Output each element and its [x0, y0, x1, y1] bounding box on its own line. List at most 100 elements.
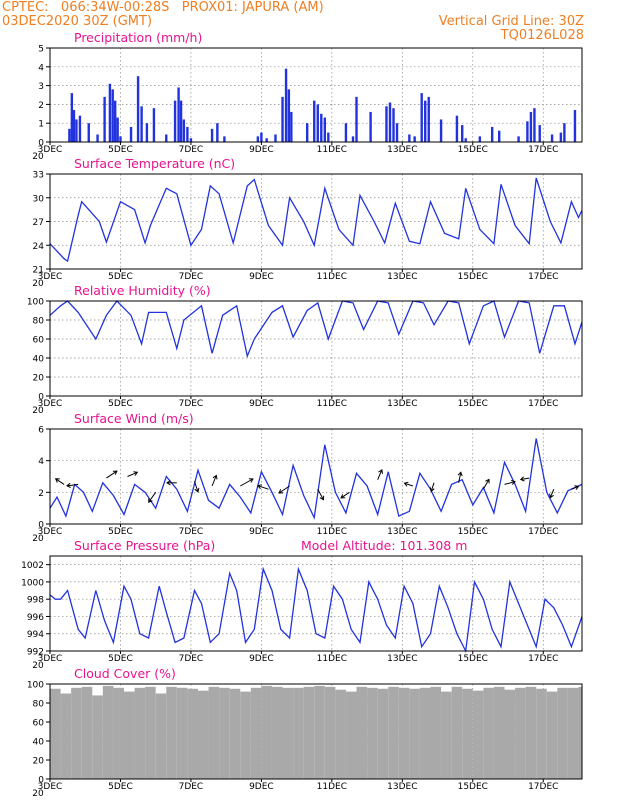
- wind-arrow: [404, 482, 414, 487]
- y-tick-label: 992: [27, 648, 44, 658]
- cloud-bar: [145, 686, 156, 779]
- precip-bar: [96, 134, 99, 142]
- x-tick-label: 11DEC: [317, 527, 347, 537]
- precip-bar: [113, 100, 117, 142]
- wind-arrow-head: [574, 485, 580, 490]
- x-tick-label: 7DEC: [179, 145, 204, 155]
- y-tick-label: 40: [33, 738, 45, 748]
- y-tick-label: 3: [38, 82, 44, 92]
- cloud-bar: [430, 686, 442, 779]
- wind-arrow-head: [54, 478, 60, 483]
- y-tick-label: 994: [27, 630, 44, 640]
- cloud-bar: [472, 690, 484, 779]
- cloud-bar: [388, 686, 399, 779]
- precip-bar: [550, 134, 554, 142]
- plot-frame: [49, 173, 583, 270]
- wind-arrow-head: [166, 480, 171, 486]
- precip-bar: [177, 87, 180, 142]
- y-tick-label: 80: [33, 700, 45, 710]
- precip-bar: [517, 136, 520, 142]
- precip-bar: [281, 96, 284, 142]
- x-tick-label: 15DEC: [458, 272, 488, 282]
- y-tick-label: 80: [33, 317, 45, 327]
- precip-bar: [265, 138, 268, 142]
- precip-bar: [420, 93, 423, 142]
- x-tick-label: 13DEC: [387, 782, 417, 792]
- year-fragment: 20: [32, 279, 44, 289]
- plot-frame: [49, 683, 583, 780]
- precip-bar: [87, 123, 90, 142]
- y-tick-label: 21: [33, 266, 44, 276]
- x-tick-label: 15DEC: [458, 527, 488, 537]
- wind-arrow: [317, 488, 324, 500]
- plot-frame: [49, 428, 583, 525]
- precip-bar: [439, 119, 443, 142]
- precip-bar: [490, 126, 494, 142]
- precip-bar: [72, 110, 76, 142]
- precip-bar: [68, 128, 71, 142]
- cloud-bar: [525, 686, 537, 779]
- x-tick-label: 11DEC: [317, 654, 347, 664]
- plot-area: [50, 556, 582, 651]
- precip-bar: [78, 115, 82, 142]
- panel-title: Precipitation (mm/h): [74, 30, 202, 45]
- cloud-bar: [102, 685, 114, 779]
- cloud-bar: [282, 687, 294, 779]
- header-grid-line: Vertical Grid Line: 30Z: [438, 14, 584, 29]
- y-tick-label: 20: [33, 374, 45, 384]
- precip-bar: [256, 136, 260, 142]
- cloud-bar: [92, 695, 103, 779]
- wind-arrow-head: [194, 487, 200, 493]
- y-tick-label: 60: [33, 719, 45, 729]
- cloud-bar: [50, 688, 61, 779]
- cloud-bar: [261, 685, 272, 779]
- x-tick-label: 15DEC: [458, 145, 488, 155]
- y-tick-label: 30: [33, 194, 45, 204]
- x-tick-label: 7DEC: [179, 399, 204, 409]
- y-tick-label: 4: [38, 457, 44, 467]
- precip-bar: [395, 123, 399, 142]
- panel-2: 21 24 27 30 33 3DEC 5DEC 7DEC 9DEC 11DEC 13DEC 15DE…: [32, 156, 583, 289]
- precip-bar: [129, 126, 133, 142]
- precip-bar: [573, 110, 577, 142]
- y-tick-label: 100: [27, 681, 44, 691]
- cloud-bar: [113, 687, 124, 779]
- x-tick-label: 9DEC: [249, 654, 274, 664]
- x-tick-label: 3DEC: [38, 272, 63, 282]
- cloud-bar: [81, 686, 93, 779]
- wind-arrow-head: [133, 471, 139, 476]
- precip-bar: [186, 126, 189, 142]
- cloud-bar: [367, 687, 378, 779]
- precip-bar: [313, 100, 316, 142]
- y-tick-label: 33: [33, 171, 44, 181]
- wind-arrow: [66, 483, 79, 487]
- precip-bar: [287, 89, 291, 142]
- x-tick-label: 15DEC: [458, 399, 488, 409]
- year-fragment: 20: [32, 534, 44, 544]
- x-tick-label: 15DEC: [458, 654, 488, 664]
- cloud-bar: [483, 687, 494, 779]
- panel-title: Surface Pressure (hPa): [74, 538, 215, 553]
- wind-arrow-head: [485, 478, 490, 484]
- wind-arrow: [377, 469, 383, 480]
- precip-bar: [260, 132, 263, 142]
- x-tick-label: 7DEC: [179, 272, 204, 282]
- precip-bar: [223, 136, 226, 142]
- cloud-bar: [60, 693, 72, 779]
- panel-6: 0 20 40 60 80 100 3DEC 5DEC 7DEC 9DEC 11DEC 13DEC 15…: [27, 666, 583, 799]
- panel-title: Surface Temperature (nC): [74, 156, 235, 171]
- precip-bar: [413, 136, 416, 142]
- cloud-bar: [176, 687, 188, 779]
- plot-frame: [49, 555, 583, 652]
- y-tick-label: 0: [38, 393, 44, 403]
- cloud-bar: [557, 687, 568, 779]
- precip-bar: [355, 96, 358, 142]
- x-tick-label: 11DEC: [317, 272, 347, 282]
- wind-arrow-head: [257, 484, 262, 490]
- cloud-bar: [356, 686, 368, 779]
- x-tick-label: 5DEC: [108, 272, 133, 282]
- wind-arrow-head: [457, 471, 463, 477]
- precip-bar: [103, 96, 106, 142]
- wind-arrow: [458, 472, 462, 483]
